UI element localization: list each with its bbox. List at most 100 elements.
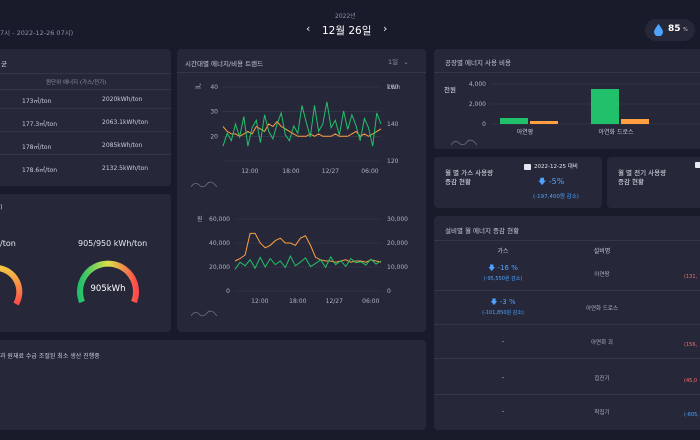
y-right-tick-label: 10,000: [387, 264, 408, 271]
monthly-gas-panel: 월 별 가스 사용량 증감 현황 2022-12-25 대비 🡇 -5% (-1…: [434, 157, 602, 208]
unit-gas-cell: 178㎥/ton: [22, 144, 52, 151]
y-left-tick-label: 40: [210, 84, 218, 91]
y-tick-label: 4,000: [469, 81, 486, 88]
unit-elec-cell: 2063.1kWh/ton: [102, 119, 149, 126]
arrow-down-icon: 🡇: [490, 298, 500, 306]
right-gauge-label: 905/950 kWh/ton: [78, 239, 148, 248]
equip-gas-amount: (-101,850원 감소): [482, 310, 524, 316]
equip-gas-percent: 🡇 -3 %: [490, 298, 516, 306]
equip-name: 아연팡: [594, 272, 610, 278]
panel-title: 월 별 가스 사용량 증감 현황: [445, 169, 494, 186]
panel-title: 시간대별 에너지/비용 트렌드: [185, 60, 264, 68]
bar-1-0: [591, 89, 619, 124]
x-tick-label: 06:00: [362, 298, 379, 305]
x-tick-label: 18:00: [289, 298, 306, 305]
equip-right-value: (131,: [684, 274, 698, 280]
x-tick-label: 12/27: [326, 298, 343, 305]
y-right-tick-label: 30,000: [387, 216, 408, 223]
panel-title: 공장별 에너지 사용 비용: [445, 59, 511, 67]
y-left-tick-label: 0: [226, 288, 230, 295]
chevron-down-icon: ⌄: [403, 58, 409, 66]
unit-gas-cell: 177.3㎥/ton: [22, 121, 58, 128]
y-right-tick-label: 160: [387, 84, 399, 91]
equip-name: 집진기: [594, 376, 610, 382]
x-tick-label: 18:00: [282, 168, 299, 175]
equip-name: 착집기: [594, 410, 610, 416]
left-gauge-arc: [0, 265, 23, 306]
unit-elec-cell: 2020kWh/ton: [102, 96, 143, 103]
panel-title: 월 별 전기 사용량 증감 현황: [618, 169, 667, 186]
series-line-0: [222, 120, 382, 137]
factory-cost-panel: 공장별 에너지 사용 비용 4,000 2,000 0 천원 아연팡 아연화 드로스: [434, 49, 700, 149]
equip-name: 아연화 괴: [591, 340, 613, 346]
equip-gas-amount: (-95,550원 감소): [483, 276, 523, 282]
gauge-panel: ) /ton 905/950 kWh/ton 905kWh: [0, 194, 171, 332]
bar-0-1: [530, 121, 558, 124]
y-right-tick-label: 0: [387, 288, 391, 295]
table-col-header: 원단위 에너지 (가스/전기): [46, 80, 107, 86]
equip-right-value: (-605,: [684, 412, 699, 418]
trend-panel: 시간대별 에너지/비용 트렌드 1일 ⌄ 40 30 20 160 140 120 ㎥ kWh…: [177, 49, 426, 332]
chart-thumbnail-icon: [191, 181, 217, 188]
y-left-tick-label: 40,000: [209, 240, 230, 247]
equip-gas-percent: -: [501, 338, 505, 345]
x-tick-label: 06:00: [361, 168, 378, 175]
y-left-tick-label: 20,000: [209, 264, 230, 271]
compare-date: 2022-12-25 대비: [534, 164, 578, 170]
x-category-label: 아연화 드로스: [598, 128, 634, 136]
panel-title: 균: [1, 60, 7, 68]
bar-0-0: [500, 118, 528, 124]
calendar-icon: [524, 163, 531, 170]
unit-elec-cell: 2085kWh/ton: [102, 142, 143, 149]
y-tick-label: 2,000: [469, 101, 486, 108]
y-right-tick-label: 140: [387, 121, 399, 128]
date-range-label: 7시 - 2022-12-26 07시): [0, 29, 74, 37]
chevron-right-icon: ›: [383, 22, 388, 35]
y-right-tick-label: 120: [387, 158, 399, 165]
equip-name: 아연화 드로스: [585, 306, 619, 312]
equip-gas-percent: 🡇 -16 %: [488, 264, 518, 272]
equip-right-value: (156,: [684, 342, 698, 348]
humidity-badge: 85 %: [645, 19, 695, 41]
y-left-tick-label: 60,000: [209, 216, 230, 223]
y-left-tick-label: 20: [210, 133, 218, 140]
period-select[interactable]: 1일 ⌄: [388, 58, 409, 66]
unit-gas-cell: 178.6㎥/ton: [22, 167, 58, 174]
cost-trend-chart: 60,000 40,000 20,000 0 30,000 20,000 10,000 0 원 1…: [197, 215, 408, 305]
unit-elec-cell: 2132.5kWh/ton: [102, 165, 149, 172]
arrow-down-icon: 🡇: [538, 177, 547, 186]
y-left-tick-label: 30: [210, 109, 218, 116]
right-gauge-value: 905kWh: [91, 284, 126, 294]
next-date-button[interactable]: ›: [383, 22, 387, 35]
gauges-svg: 905kWh: [0, 260, 139, 306]
energy-trend-chart: 40 30 20 160 140 120 ㎥ kWh 12:00 18:00 12/27 06:00: [195, 83, 400, 175]
chart-thumbnail-icon: [191, 310, 217, 317]
humidity-value: 85: [668, 24, 681, 34]
y-unit-label: 천원: [444, 85, 456, 94]
chevron-left-icon: ‹: [306, 22, 311, 35]
y-right-tick-label: 20,000: [387, 240, 408, 247]
equipment-panel: 설비별 월 에너지 증감 현황 가스 설비명 🡇 -16 % (-95,550원 …: [434, 216, 700, 430]
y-tick-label: 0: [482, 121, 486, 128]
gas-change-percent: 🡇 -5%: [538, 177, 565, 186]
arrow-down-icon: 🡇: [488, 264, 498, 272]
equip-gas-percent: -: [501, 408, 505, 415]
status-panel: 과 원재료 수급 조절된 최소 생산 진행중: [0, 340, 426, 430]
right-gauge-arc: [77, 260, 139, 304]
y-left-unit-label: ㎥: [195, 83, 201, 91]
x-tick-label: 12:00: [251, 298, 268, 305]
equip-right-value: (45,0: [684, 378, 698, 384]
prev-date-button[interactable]: ‹: [306, 22, 310, 35]
bar-1-1: [621, 119, 649, 124]
date-title: 12월 26일: [322, 25, 372, 37]
series-line-1: [222, 101, 382, 147]
humidity-unit: %: [683, 27, 688, 33]
left-gauge-label: /ton: [0, 239, 16, 248]
panel-title: 설비별 월 에너지 증감 현황: [445, 227, 520, 235]
y-left-unit-label: 원: [197, 215, 203, 223]
calendar-icon: [695, 162, 700, 168]
unit-energy-panel: 균 원단위 에너지 (가스/전기) 173㎥/ton 2020kWh/ton 177…: [0, 49, 171, 186]
year-label: 2022년: [335, 13, 356, 20]
water-drop-icon: [654, 24, 663, 36]
